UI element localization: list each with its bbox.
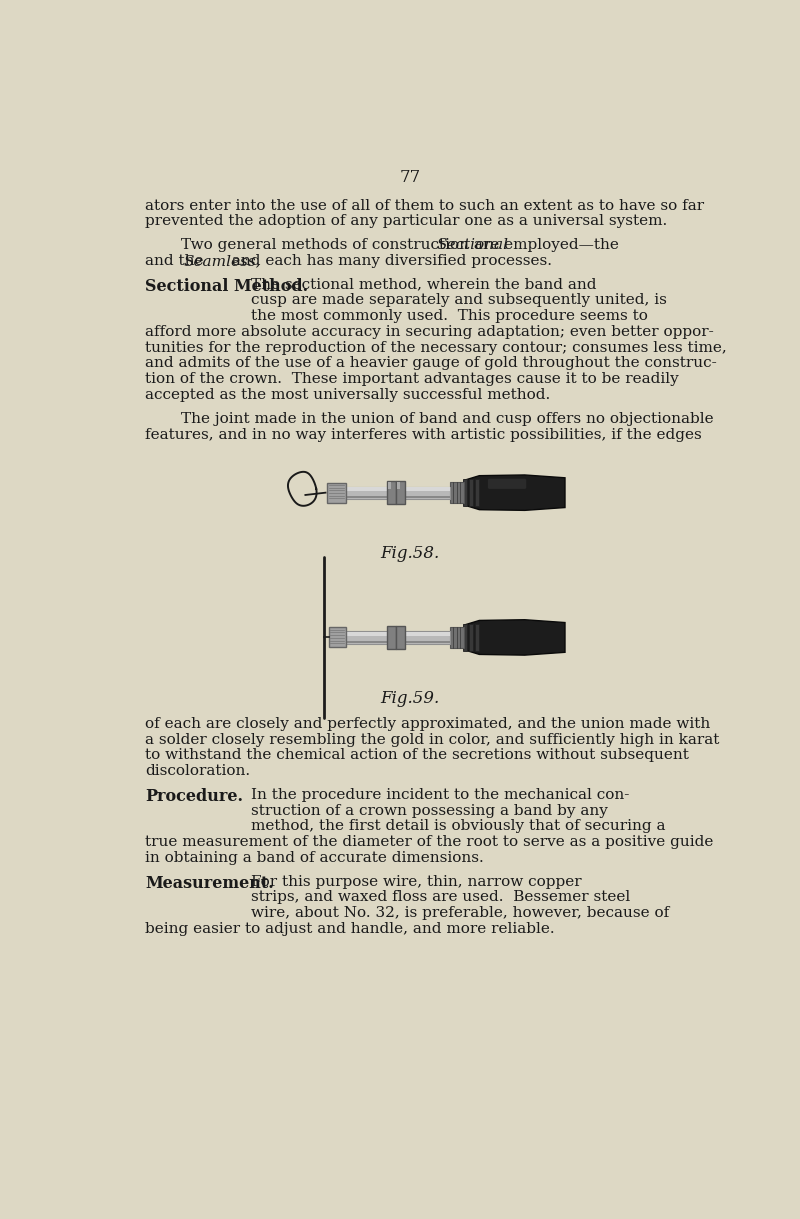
Polygon shape	[464, 619, 565, 655]
Text: to withstand the chemical action of the secretions without subsequent: to withstand the chemical action of the …	[145, 748, 689, 762]
Text: discoloration.: discoloration.	[145, 764, 250, 778]
Bar	[397, 482, 400, 489]
Text: the most commonly used.  This procedure seems to: the most commonly used. This procedure s…	[251, 310, 648, 323]
Text: accepted as the most universally successful method.: accepted as the most universally success…	[145, 388, 550, 402]
Text: Sectional Method.: Sectional Method.	[145, 278, 308, 295]
Bar	[327, 483, 346, 502]
FancyBboxPatch shape	[488, 479, 526, 489]
Bar	[462, 624, 466, 651]
Bar	[386, 482, 396, 505]
Text: wire, about No. 32, is preferable, however, because of: wire, about No. 32, is preferable, howev…	[251, 906, 670, 920]
Text: features, and in no way interferes with artistic possibilities, if the edges: features, and in no way interferes with …	[145, 428, 702, 441]
Text: struction of a crown possessing a band by any: struction of a crown possessing a band b…	[251, 803, 608, 818]
Bar	[469, 624, 473, 651]
Text: and each has many diversified processes.: and each has many diversified processes.	[227, 254, 552, 268]
Bar	[344, 640, 450, 642]
Text: and the: and the	[145, 254, 208, 268]
Bar	[387, 482, 390, 489]
Text: prevented the adoption of any particular one as a universal system.: prevented the adoption of any particular…	[145, 215, 667, 228]
Text: afford more absolute accuracy in securing adaptation; even better oppor-: afford more absolute accuracy in securin…	[145, 325, 714, 339]
Bar	[469, 479, 473, 506]
Bar	[475, 479, 479, 506]
Bar	[344, 631, 450, 644]
Text: cusp are made separately and subsequently united, is: cusp are made separately and subsequentl…	[251, 294, 667, 307]
Text: Measurement.: Measurement.	[145, 874, 274, 891]
Text: 77: 77	[399, 169, 421, 187]
Bar	[396, 625, 406, 649]
Text: The joint made in the union of band and cusp offers no objectionable: The joint made in the union of band and …	[182, 412, 714, 425]
Text: For this purpose wire, thin, narrow copper: For this purpose wire, thin, narrow copp…	[251, 874, 582, 889]
Polygon shape	[464, 475, 565, 511]
Text: Fig.59.: Fig.59.	[380, 690, 440, 707]
Text: The sectional method, wherein the band and: The sectional method, wherein the band a…	[251, 278, 597, 291]
Text: ators enter into the use of all of them to such an extent as to have so far: ators enter into the use of all of them …	[145, 199, 704, 212]
Bar	[344, 496, 450, 499]
Text: a solder closely resembling the gold in color, and sufficiently high in karat: a solder closely resembling the gold in …	[145, 733, 719, 746]
Text: and admits of the use of a heavier gauge of gold throughout the construc-: and admits of the use of a heavier gauge…	[145, 356, 717, 371]
Text: method, the first detail is obviously that of securing a: method, the first detail is obviously th…	[251, 819, 666, 834]
Bar	[344, 631, 450, 636]
Text: Fig.58.: Fig.58.	[380, 545, 440, 562]
Text: In the procedure incident to the mechanical con-: In the procedure incident to the mechani…	[251, 787, 630, 802]
Text: being easier to adjust and handle, and more reliable.: being easier to adjust and handle, and m…	[145, 922, 554, 936]
Bar	[462, 479, 466, 506]
Bar	[450, 482, 464, 503]
Text: tunities for the reproduction of the necessary contour; consumes less time,: tunities for the reproduction of the nec…	[145, 340, 726, 355]
Text: Seamless,: Seamless,	[183, 254, 261, 268]
Text: in obtaining a band of accurate dimensions.: in obtaining a band of accurate dimensio…	[145, 851, 484, 865]
Text: strips, and waxed floss are used.  Bessemer steel: strips, and waxed floss are used. Bessem…	[251, 890, 630, 904]
Bar	[475, 624, 479, 651]
Text: tion of the crown.  These important advantages cause it to be readily: tion of the crown. These important advan…	[145, 372, 678, 386]
Bar	[396, 482, 406, 505]
Text: Procedure.: Procedure.	[145, 787, 243, 805]
Text: of each are closely and perfectly approximated, and the union made with: of each are closely and perfectly approx…	[145, 717, 710, 730]
Bar	[450, 627, 464, 649]
Bar	[344, 488, 450, 491]
Bar	[329, 628, 346, 647]
Text: true measurement of the diameter of the root to serve as a positive guide: true measurement of the diameter of the …	[145, 835, 714, 850]
Text: Two general methods of construction are employed—the: Two general methods of construction are …	[182, 238, 624, 252]
Bar	[344, 486, 450, 499]
Bar	[386, 625, 396, 649]
Text: Sectional: Sectional	[437, 238, 509, 252]
